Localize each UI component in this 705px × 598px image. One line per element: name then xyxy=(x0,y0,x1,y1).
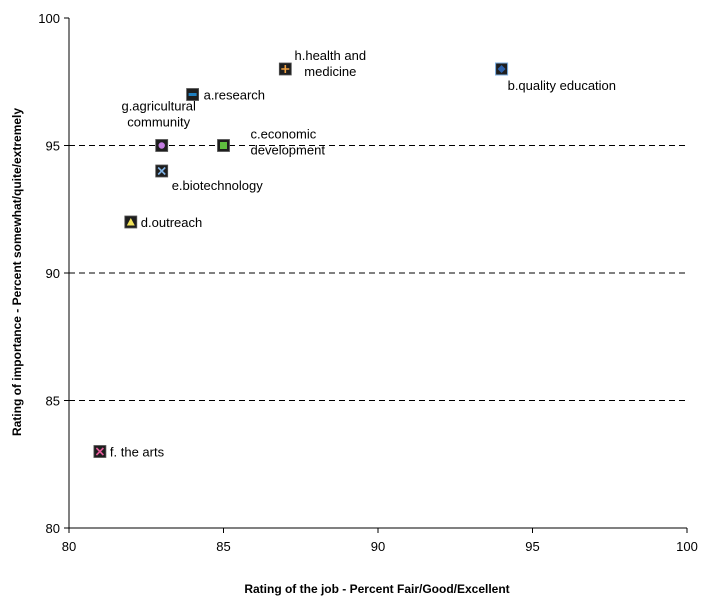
y-tick-label: 100 xyxy=(38,11,60,26)
data-point xyxy=(495,62,509,76)
grid-lines xyxy=(69,145,687,401)
data-point xyxy=(155,139,169,152)
point-label: e.biotechnology xyxy=(172,178,264,193)
y-axis-title: Rating of importance - Percent somewhat/… xyxy=(10,108,24,436)
point-label: f. the arts xyxy=(110,445,165,460)
y-tick-label: 95 xyxy=(46,139,60,154)
point-label: g.agricultural community xyxy=(121,99,196,130)
y-tick-label: 80 xyxy=(46,521,60,536)
x-tick-label: 90 xyxy=(371,539,385,554)
y-tick-label: 90 xyxy=(46,266,60,281)
point-labels: a.research b.quality education c.economic d… xyxy=(110,48,616,460)
y-tick-label: 85 xyxy=(46,394,60,409)
data-point xyxy=(217,139,230,152)
data-points xyxy=(93,62,509,458)
data-point xyxy=(124,215,138,229)
x-axis-title: Rating of the job - Percent Fair/Good/Ex… xyxy=(244,582,509,596)
point-label: b.quality education xyxy=(508,78,616,93)
point-label: d.outreach xyxy=(141,215,202,230)
point-label: c.economic development xyxy=(251,127,326,158)
point-label: h.health and medicine xyxy=(295,48,367,79)
x-tick-label: 95 xyxy=(525,539,539,554)
x-tick-label: 85 xyxy=(216,539,230,554)
point-label: a.research xyxy=(204,88,265,103)
x-tick-label: 80 xyxy=(62,539,76,554)
data-point xyxy=(186,88,200,101)
tick-labels: 80 85 90 95 100 80 85 90 95 100 xyxy=(38,11,698,554)
axes xyxy=(64,17,688,533)
x-tick-label: 100 xyxy=(676,539,698,554)
data-point xyxy=(93,445,107,458)
data-point xyxy=(278,62,292,76)
data-point xyxy=(155,164,169,178)
